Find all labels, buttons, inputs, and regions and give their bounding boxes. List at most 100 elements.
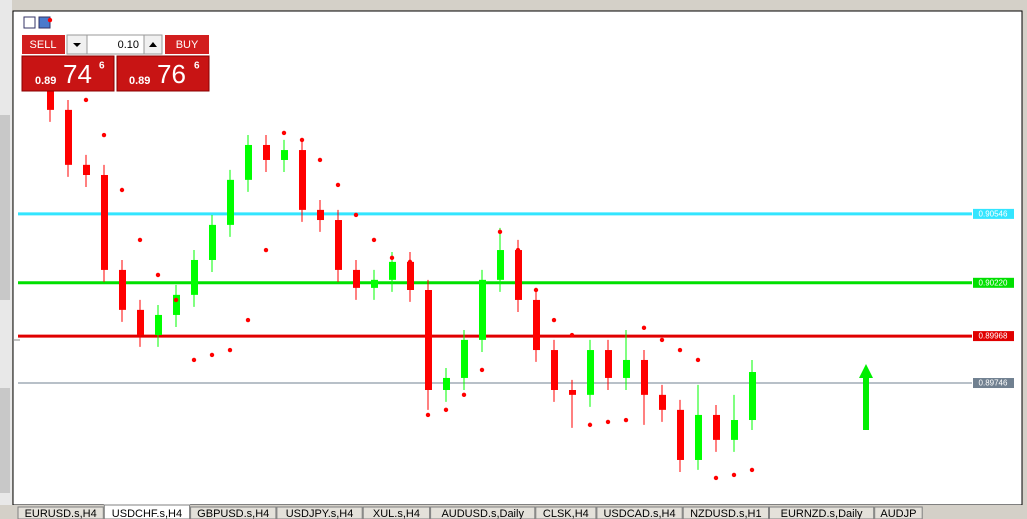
candle-body	[425, 289, 432, 390]
tab[interactable]	[190, 506, 277, 519]
sar-dot	[335, 182, 341, 188]
tab[interactable]	[362, 506, 431, 519]
sar-dot	[641, 325, 647, 331]
candle-body	[371, 279, 378, 288]
candle-body	[533, 299, 540, 351]
tab-label: EURUSD.s,H4	[25, 508, 97, 519]
candle-body	[335, 220, 342, 270]
sar-dot	[299, 137, 305, 143]
scrollbar	[0, 388, 10, 493]
candle-body	[389, 261, 396, 280]
candle-body	[191, 259, 198, 295]
tab-label: AUDUSD.s,Daily	[441, 508, 524, 519]
sar-dot	[407, 259, 413, 265]
sar-dot	[443, 407, 449, 413]
tab[interactable]	[596, 506, 683, 519]
tab[interactable]	[430, 506, 536, 519]
level-label: 0.90546	[979, 210, 1008, 219]
candle-body	[209, 224, 216, 260]
sar-dot	[281, 130, 287, 136]
candle-body	[137, 309, 144, 336]
sar-dot	[623, 417, 629, 423]
tab-label: GBPUSD.s,H4	[197, 508, 269, 519]
candle-body	[551, 350, 558, 390]
candle-body	[317, 209, 324, 221]
candle-body	[83, 164, 90, 175]
tab-bar: EURUSD.s,H4 USDCHF.s,H4 GBPUSD.s,H4 USDJPY.…	[0, 504, 1027, 519]
tab[interactable]	[276, 506, 363, 519]
sar-dot	[263, 247, 269, 253]
bid-pips: 74	[63, 59, 92, 89]
candle-body	[299, 150, 306, 210]
ask-big: 0.89	[129, 75, 150, 87]
candle-body	[155, 314, 162, 336]
sar-dot	[155, 272, 161, 278]
candle-body	[443, 377, 450, 390]
tab-label: USDJPY.s,H4	[286, 508, 354, 519]
tab-label: CLSK,H4	[543, 508, 589, 519]
sar-dot	[353, 212, 359, 218]
sell-button[interactable]	[22, 35, 65, 54]
tab[interactable]	[535, 506, 597, 519]
candle-body	[119, 269, 126, 310]
candle-body	[479, 279, 486, 340]
sar-dot	[47, 17, 53, 23]
sar-dot	[587, 422, 593, 428]
sar-dot	[317, 157, 323, 163]
bid-big: 0.89	[35, 75, 56, 87]
tab-label: USDCAD.s,H4	[603, 508, 675, 519]
sar-dot	[551, 317, 557, 323]
candle-body	[731, 420, 738, 440]
ask-box[interactable]	[116, 55, 210, 92]
sar-dot	[749, 467, 755, 473]
candle-body	[695, 414, 702, 460]
level-label: 0.89968	[979, 332, 1008, 341]
sar-dot	[209, 352, 215, 358]
candle-body	[173, 294, 180, 315]
sar-dot	[479, 367, 485, 373]
level-label-box	[973, 277, 1014, 288]
candle-body	[101, 174, 108, 270]
candle-body	[713, 414, 720, 440]
tab[interactable]	[682, 506, 770, 519]
bid-box[interactable]	[21, 55, 115, 92]
dropdown-arrow	[73, 43, 81, 47]
sar-dot	[227, 347, 233, 353]
candle-body	[407, 261, 414, 290]
tab[interactable]	[17, 506, 104, 519]
tab[interactable]	[103, 504, 191, 519]
trade-panel: SELL 0.10 BUY 0.89 74 6 0.89 76 6	[21, 34, 210, 92]
ask-point: 6	[194, 61, 200, 72]
sar-dot	[83, 97, 89, 103]
sar-dot	[119, 187, 125, 193]
tab-label: USDCHF.s,H4	[112, 508, 182, 519]
bid-point: 6	[99, 61, 105, 72]
candle-body	[605, 350, 612, 378]
level-label-box	[973, 208, 1014, 219]
sar-dot	[677, 347, 683, 353]
sar-dot	[659, 337, 665, 343]
sar-dot	[731, 472, 737, 478]
candle-body	[245, 144, 252, 180]
sar-dot	[713, 475, 719, 481]
tab[interactable]	[874, 506, 923, 519]
sar-dot	[389, 255, 395, 261]
sar-dot	[497, 229, 503, 235]
tab-label: EURNZD.s,Daily	[781, 508, 863, 519]
scrollbar	[0, 115, 10, 300]
window-icons	[23, 16, 51, 29]
candle-body	[281, 150, 288, 160]
sar-dot	[245, 317, 251, 323]
up-arrow	[149, 42, 157, 47]
tab[interactable]	[769, 506, 875, 519]
buy-button[interactable]	[165, 35, 209, 54]
sar-dot	[695, 357, 701, 363]
candle-body	[263, 144, 270, 160]
buy-label: BUY	[176, 39, 199, 51]
candle-body	[623, 359, 630, 378]
sell-label: SELL	[30, 39, 57, 51]
arrow-up	[859, 364, 873, 430]
icon	[38, 16, 51, 29]
